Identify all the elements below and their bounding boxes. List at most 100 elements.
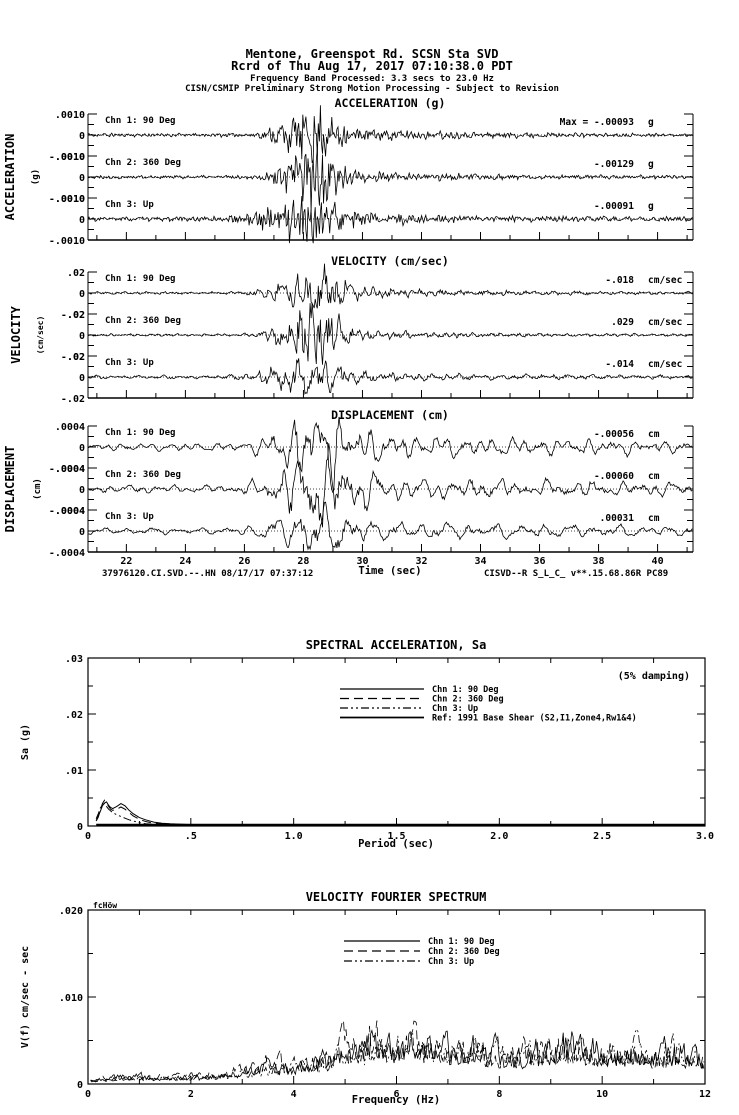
peak-unit: cm/sec (648, 317, 682, 328)
channel-label: Chn 2: 360 Deg (105, 158, 181, 168)
y-tick-label: 0 (79, 485, 85, 496)
y-tick-label: -.02 (61, 394, 85, 405)
y-tick-label: 0 (79, 131, 85, 142)
peak-value: -.00060 (594, 471, 634, 482)
time-tick-label: 40 (652, 556, 664, 567)
sa-legend-label: Chn 3: Up (432, 704, 478, 714)
y-tick-label: -.0010 (49, 152, 85, 163)
acceleration-y-axis-label: ACCELERATION (3, 134, 17, 221)
peak-value: Max = -.00093 (560, 117, 635, 128)
time-tick-label: 32 (415, 556, 427, 567)
y-tick-label: .0010 (55, 194, 85, 205)
sa-x-tick-label: 1.5 (387, 831, 405, 842)
spectral-acceleration-chart: .03 .02 .01 00 .5 1.0 1.5 2.0 2.5 3.0 Chn 1: 90 De… (65, 654, 714, 842)
sa-y-axis-label: Sa (g) (20, 724, 31, 760)
sa-legend-entry: Ref: 1991 Base Shear (S2,I1,Zone4,Rw1&4) (340, 714, 637, 724)
station-title: Mentone, Greenspot Rd. SCSN Sta SVD (246, 47, 499, 61)
peak-value: -.018 (605, 275, 634, 286)
y-tick-label: 0 (79, 289, 85, 300)
peak-unit: g (648, 201, 654, 212)
fourier-x-tick-label: 12 (699, 1089, 711, 1100)
fourier-plot-frame (87, 909, 706, 1085)
sa-chart-title: SPECTRAL ACCELERATION, Sa (306, 638, 487, 652)
seismogram-trace (87, 302, 693, 365)
channel-label: Chn 2: 360 Deg (105, 316, 181, 326)
y-tick-label: -.0010 (49, 194, 85, 205)
channel-label: Chn 1: 90 Deg (105, 428, 175, 438)
peak-value: -.00129 (594, 159, 634, 170)
acceleration-y-axis-unit: (g) (31, 169, 41, 185)
time-axis-label: Time (sec) (358, 565, 421, 577)
record-id-footer: 37976120.CI.SVD.--.HN 08/17/17 07:37:12 (102, 569, 313, 579)
sa-x-axis-label: Period (sec) (358, 838, 434, 850)
sa-legend-entry: Chn 1: 90 Deg (340, 685, 499, 695)
time-tick-label: 26 (238, 556, 250, 567)
peak-value: -.00056 (594, 429, 634, 440)
panel-velocity: Chn 1: 90 Deg .02 0 -.02 -.018 cm/sec Chn 2: 3… (61, 263, 694, 405)
y-tick-label: 0 (79, 173, 85, 184)
sa-x-tick-label: 2.0 (490, 831, 508, 842)
peak-value: -.014 (605, 359, 634, 370)
time-tick-label: 24 (179, 556, 191, 567)
time-tick-label: 22 (120, 556, 132, 567)
panel-acceleration: Chn 1: 90 Deg .0010 0 -.0010 Max = -.00093 g C… (49, 105, 694, 247)
record-timestamp: Rcrd of Thu Aug 17, 2017 07:10:38.0 PDT (231, 59, 513, 73)
fourier-x-tick-label: 0 (85, 1089, 91, 1100)
displacement-y-axis-unit: (cm) (33, 478, 43, 500)
y-tick-label: 0 (79, 331, 85, 342)
displacement-y-axis-label: DISPLACEMENT (3, 446, 17, 533)
y-tick-label: -.02 (61, 352, 85, 363)
seismogram-trace (87, 416, 693, 494)
fourier-x-tick-label: 2 (188, 1089, 194, 1100)
seismogram-trace (87, 263, 693, 309)
sa-y-tick-label: .01 (65, 766, 83, 777)
sa-legend-entry: Chn 3: Up (340, 704, 478, 714)
processing-code-footer: CISVD--R S_L_C_ v**.15.68.86R PC89 (484, 569, 668, 579)
fourier-y-tick-label: 0 (77, 1080, 83, 1091)
sa-x-tick-label: 3.0 (696, 831, 714, 842)
peak-value: .029 (611, 317, 634, 328)
fourier-y-axis-label: V(f) cm/sec - sec (20, 946, 31, 1048)
y-tick-label: -.02 (61, 310, 85, 321)
y-tick-label: 0 (79, 527, 85, 538)
channel-label: Chn 2: 360 Deg (105, 470, 181, 480)
sa-x-tick-label: 0 (85, 831, 91, 842)
time-tick-label: 34 (474, 556, 486, 567)
fourier-curve (90, 1028, 705, 1083)
y-tick-label: .0004 (55, 506, 85, 517)
fourier-legend-entry: Chn 1: 90 Deg (344, 937, 495, 947)
y-tick-label: 0 (79, 215, 85, 226)
fourier-y-tick-label: .010 (59, 993, 83, 1004)
fourier-legend-entry: Chn 2: 360 Deg (344, 947, 500, 957)
seismogram-trace (87, 443, 693, 528)
fourier-x-tick-label: 10 (596, 1089, 608, 1100)
y-tick-label: .02 (67, 268, 85, 279)
sa-legend-label: Ref: 1991 Base Shear (S2,I1,Zone4,Rw1&4) (432, 714, 637, 724)
sa-curve (95, 802, 705, 827)
sa-y-tick-label: .03 (65, 654, 83, 665)
seismogram-trace (87, 195, 693, 244)
fourier-legend-label: Chn 2: 360 Deg (428, 947, 500, 957)
fourier-legend-label: Chn 1: 90 Deg (428, 937, 495, 947)
peak-unit: cm (648, 429, 660, 440)
y-tick-label: -.0004 (49, 506, 85, 517)
sa-x-tick-label: 1.0 (285, 831, 303, 842)
y-tick-label: .02 (67, 310, 85, 321)
peak-value: -.00091 (594, 201, 634, 212)
sa-plot-frame (87, 657, 706, 827)
sa-y-tick-label: 0 (77, 822, 83, 833)
velocity-y-axis-unit: (cm/sec) (36, 316, 45, 355)
fourier-curve (90, 1019, 705, 1082)
time-series-panels: Chn 1: 90 Deg .0010 0 -.0010 Max = -.00093 g C… (49, 105, 694, 567)
seismogram-trace (87, 501, 693, 551)
fourier-legend-entry: Chn 3: Up (344, 957, 474, 967)
velocity-panel-title: VELOCITY (cm/sec) (331, 254, 449, 268)
y-tick-label: .0010 (55, 110, 85, 121)
peak-unit: g (648, 117, 654, 128)
displacement-panel-title: DISPLACEMENT (cm) (331, 408, 449, 422)
channel-label: Chn 3: Up (105, 358, 154, 368)
peak-unit: cm/sec (648, 359, 682, 370)
sa-x-tick-label: .5 (185, 831, 197, 842)
